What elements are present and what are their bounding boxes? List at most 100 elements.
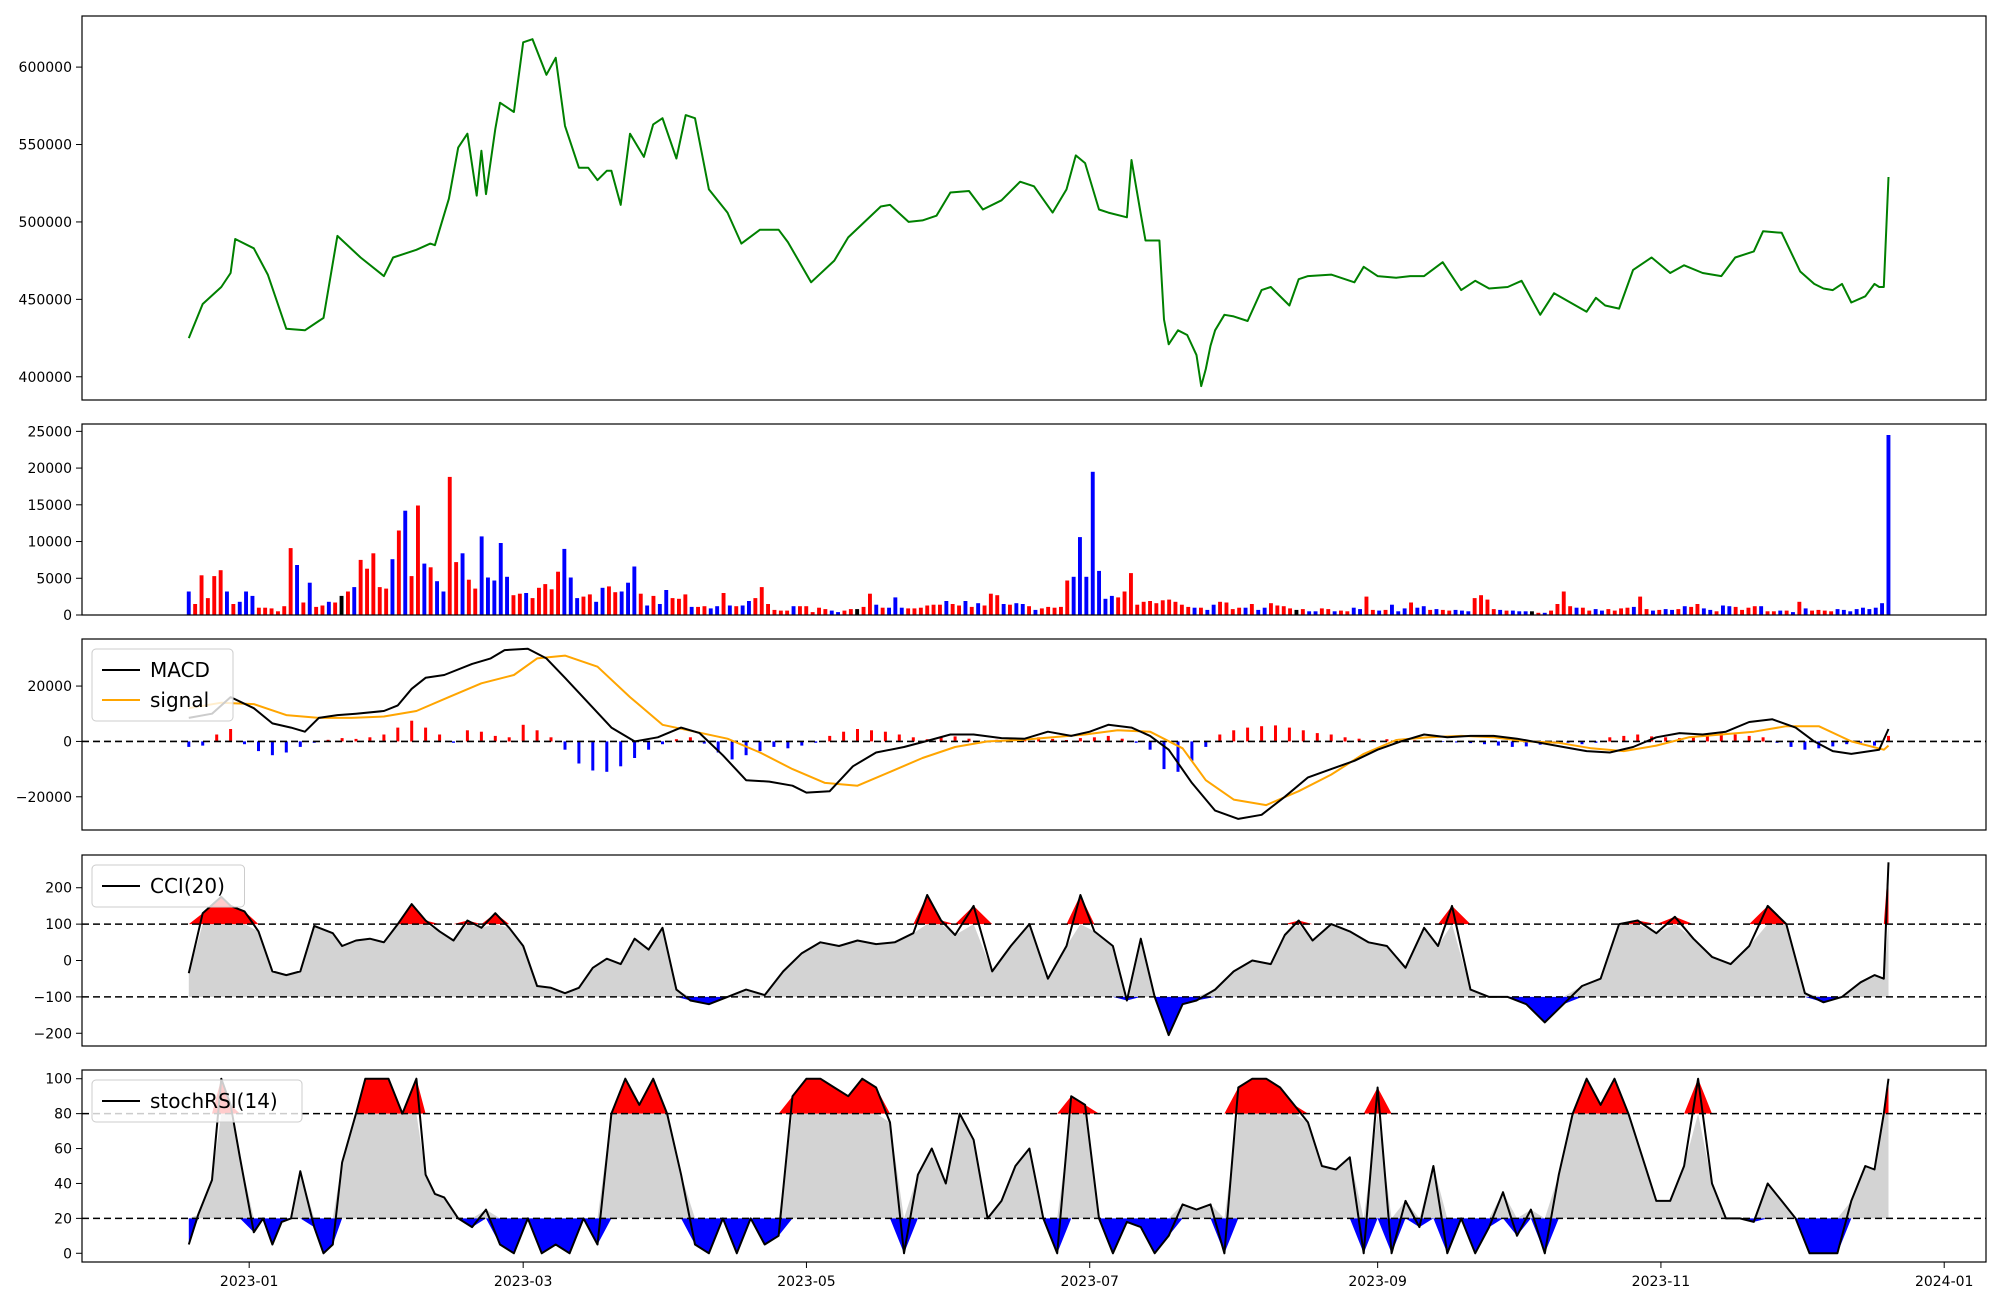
volume-bar-60 (568, 577, 573, 615)
macd-hist-bar-13 (368, 737, 372, 742)
volume-bar-134 (1039, 608, 1044, 615)
volume-bar-259 (1835, 609, 1840, 615)
price-ytick-label-2: 500000 (19, 215, 72, 231)
volume-bar-90 (759, 587, 764, 615)
volume-bar-152 (1154, 603, 1159, 615)
macd-legend-box (91, 648, 234, 722)
volume-bar-26 (352, 587, 357, 615)
volume-bar-53 (524, 593, 529, 615)
volume-bar-31 (384, 588, 389, 615)
volume-bar-56 (543, 584, 548, 615)
volume-bar-226 (1625, 607, 1630, 615)
macd-hist-bar-109 (1705, 734, 1709, 742)
volume-bar-198 (1447, 610, 1452, 615)
volume-bar-238 (1701, 608, 1706, 615)
macd-hist-bar-3 (229, 729, 233, 742)
volume-bar-204 (1485, 599, 1490, 615)
volume-bar-54 (530, 598, 535, 615)
volume-bar-225 (1619, 608, 1623, 615)
volume-bar-258 (1829, 611, 1834, 615)
volume-bar-190 (1396, 611, 1401, 615)
volume-bar-196 (1434, 609, 1439, 615)
stochrsi-ytick-label-5: 100 (45, 1072, 72, 1088)
volume-bar-41 (447, 476, 452, 615)
stochrsi-frame (81, 1069, 1987, 1263)
volume-bar-177 (1313, 611, 1318, 615)
macd-legend-label-0: MACD (150, 658, 210, 682)
macd-hist-bar-93 (1483, 741, 1486, 745)
volume-bar-159 (1199, 607, 1203, 615)
volume-bar-166 (1243, 607, 1248, 615)
volume-bar-215 (1555, 604, 1560, 615)
volume-bar-118 (938, 604, 942, 615)
volume-bar-224 (1612, 610, 1617, 615)
volume-bar-59 (562, 548, 567, 615)
macd-hist-bar-79 (1287, 727, 1291, 742)
x-tick-label-2: 2023-05 (777, 1274, 836, 1290)
macd-hist-bar-81 (1315, 733, 1319, 742)
signal-line (188, 654, 1890, 807)
volume-bar-61 (575, 598, 580, 615)
macd-hist-bar-112 (1747, 735, 1751, 742)
volume-bar-142 (1090, 471, 1095, 616)
macd-hist-bar-50 (883, 731, 887, 742)
macd-hist-bar-17 (424, 727, 428, 742)
macd-hist-bar-65 (1092, 737, 1096, 742)
volume-bar-32 (390, 559, 395, 615)
volume-bar-218 (1574, 607, 1579, 615)
cci-oversold-area (188, 996, 1889, 1036)
volume-bar-109 (880, 607, 885, 615)
volume-ytick-label-1: 5000 (36, 571, 72, 587)
volume-bar-265 (1873, 607, 1878, 615)
volume-bar-57 (549, 589, 554, 615)
macd-hist-bar-80 (1301, 730, 1305, 742)
macd-hist-bar-121 (1873, 741, 1876, 746)
volume-bar-146 (1116, 597, 1121, 615)
macd-hist-bar-51 (897, 734, 901, 742)
volume-bar-228 (1638, 596, 1643, 615)
volume-bar-253 (1797, 601, 1802, 615)
volume-bar-188 (1383, 609, 1388, 615)
volume-bar-38 (428, 567, 433, 616)
volume-bar-50 (505, 576, 509, 615)
volume-bar-120 (950, 604, 955, 615)
stochrsi-line (187, 1077, 1890, 1255)
volume-bar-84 (721, 593, 726, 615)
volume-bar-143 (1097, 570, 1101, 615)
price-ytick-label-1: 450000 (19, 292, 72, 308)
volume-bar-24 (339, 595, 344, 615)
volume-bar-203 (1479, 595, 1483, 615)
cci-legend-label-0: CCI(20) (150, 874, 225, 898)
volume-frame (81, 423, 1987, 616)
price-ytick-label-3: 550000 (19, 138, 72, 154)
volume-bar-105 (855, 609, 860, 615)
volume-bar-144 (1103, 598, 1108, 615)
volume-bar-217 (1568, 606, 1573, 615)
volume-bar-260 (1841, 609, 1846, 615)
volume-bar-169 (1262, 607, 1267, 615)
volume-bar-181 (1339, 610, 1343, 615)
volume-bar-78 (683, 594, 688, 615)
volume-bar-67 (613, 592, 618, 615)
macd-line (188, 647, 1890, 820)
volume-bar-123 (969, 606, 974, 615)
volume-bar-141 (1084, 576, 1089, 615)
volume-bar-25 (346, 591, 350, 615)
macd-hist-bar-0 (187, 741, 191, 747)
macd-hist-bar-78 (1274, 725, 1277, 742)
volume-bar-140 (1078, 537, 1082, 615)
macd-hist-bar-100 (1580, 741, 1584, 745)
volume-bar-247 (1759, 606, 1764, 615)
volume-bar-125 (982, 605, 987, 615)
volume-bar-68 (619, 591, 624, 615)
macd-hist-bar-24 (521, 724, 525, 742)
volume-bar-126 (988, 593, 993, 615)
macd-hist-bar-86 (1385, 739, 1389, 742)
volume-bar-245 (1746, 607, 1751, 615)
volume-bar-182 (1345, 611, 1350, 615)
volume-bar-241 (1721, 605, 1725, 615)
volume-bar-236 (1689, 606, 1694, 615)
volume-bar-88 (747, 601, 751, 615)
macd-hist-bar-84 (1357, 738, 1361, 742)
